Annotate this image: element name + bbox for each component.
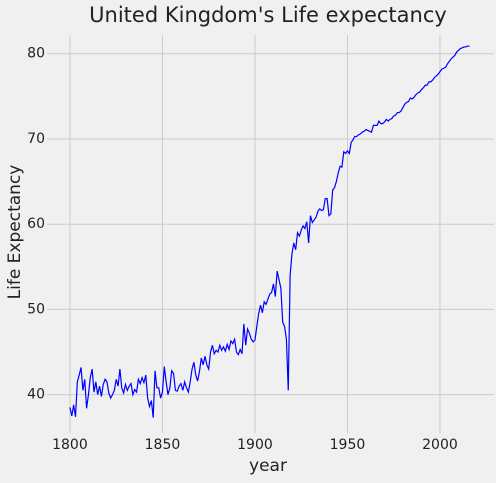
y-tick-label: 50 [27,301,45,317]
x-tick-label: 1800 [52,437,88,453]
y-axis-label: Life Expectancy [5,165,25,300]
y-tick-label: 80 [27,46,45,62]
x-tick-label: 1900 [237,437,273,453]
y-tick-label: 60 [27,216,45,232]
x-axis-label: year [249,456,287,476]
chart-title: United Kingdom's Life expectancy [89,3,447,27]
x-tick-label: 1850 [145,437,181,453]
x-tick-label: 2000 [422,437,458,453]
data-line [69,45,470,418]
y-tick-label: 40 [27,387,45,403]
y-tick-label: 70 [27,131,45,147]
x-tick-label: 1950 [330,437,366,453]
